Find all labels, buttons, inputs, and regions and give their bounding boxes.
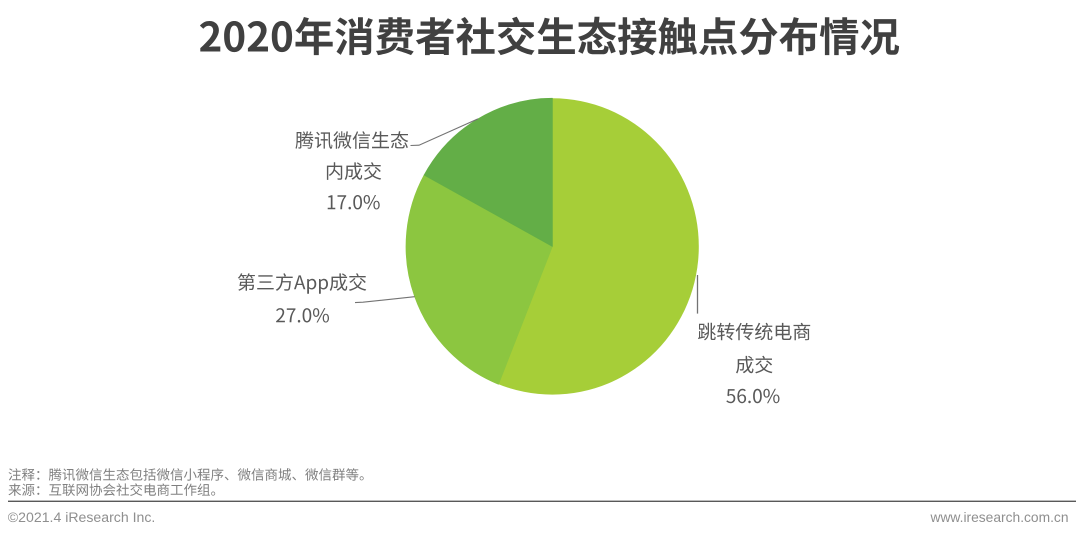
svg-text:www.iresearch.com.cn: www.iresearch.com.cn bbox=[929, 510, 1068, 525]
svg-text:©2021.4 iResearch Inc.: ©2021.4 iResearch Inc. bbox=[8, 509, 156, 525]
